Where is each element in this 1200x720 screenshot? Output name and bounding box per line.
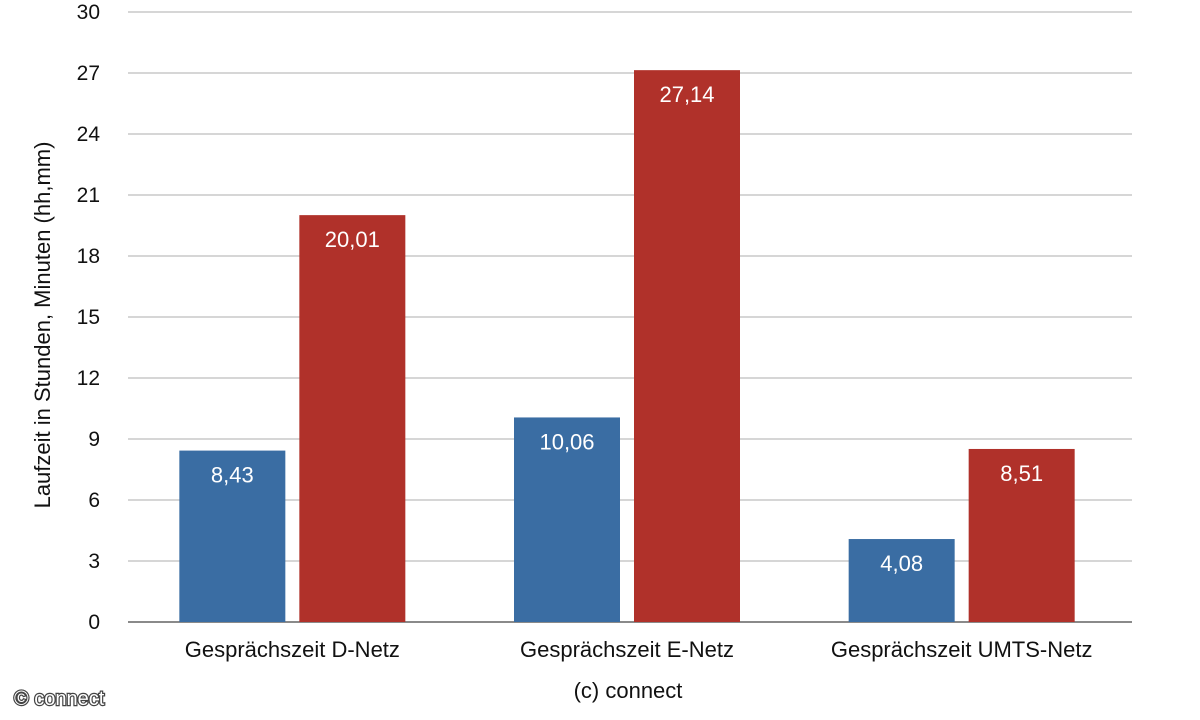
bar-value-label: 20,01 [325,227,380,252]
x-category-label: Gesprächszeit UMTS-Netz [831,637,1093,662]
bar [634,70,740,623]
bar [299,215,406,622]
y-tick-label: 21 [77,184,100,207]
y-tick-label: 9 [88,428,100,451]
gridlines [128,11,1132,623]
bar-value-label: 10,06 [539,429,594,454]
bar [514,417,620,622]
bar [848,539,955,622]
bar [968,448,1075,622]
y-tick-label: 6 [88,489,100,512]
x-category-label: Gesprächszeit E-Netz [520,637,734,662]
y-tick-label: 12 [77,367,100,390]
bar-value-label: 8,43 [211,463,254,488]
watermark: © connect [14,688,105,710]
data-labels: 8,43 20,01 10,06 27,14 4,08 8,51 [211,82,1043,576]
y-axis-ticks: 0 3 6 9 12 15 18 21 24 27 30 [77,1,101,634]
y-axis-label: Laufzeit in Stunden, Minuten (hh,mm) [30,142,55,509]
x-axis-categories: Gesprächszeit D-Netz Gesprächszeit E-Netz… [185,637,1093,662]
y-tick-label: 0 [88,611,100,634]
x-category-label: Gesprächszeit D-Netz [185,637,400,662]
x-axis-label: (c) connect [574,678,683,703]
y-tick-label: 15 [77,306,100,329]
bars [179,70,1075,623]
y-tick-label: 30 [77,1,100,24]
y-tick-label: 3 [88,550,100,573]
bar-value-label: 27,14 [659,82,714,107]
y-tick-label: 27 [77,62,100,85]
bar-value-label: 4,08 [880,551,923,576]
y-tick-label: 24 [77,123,101,146]
bar-value-label: 8,51 [1000,461,1043,486]
bar [179,450,286,622]
y-tick-label: 18 [77,245,100,268]
